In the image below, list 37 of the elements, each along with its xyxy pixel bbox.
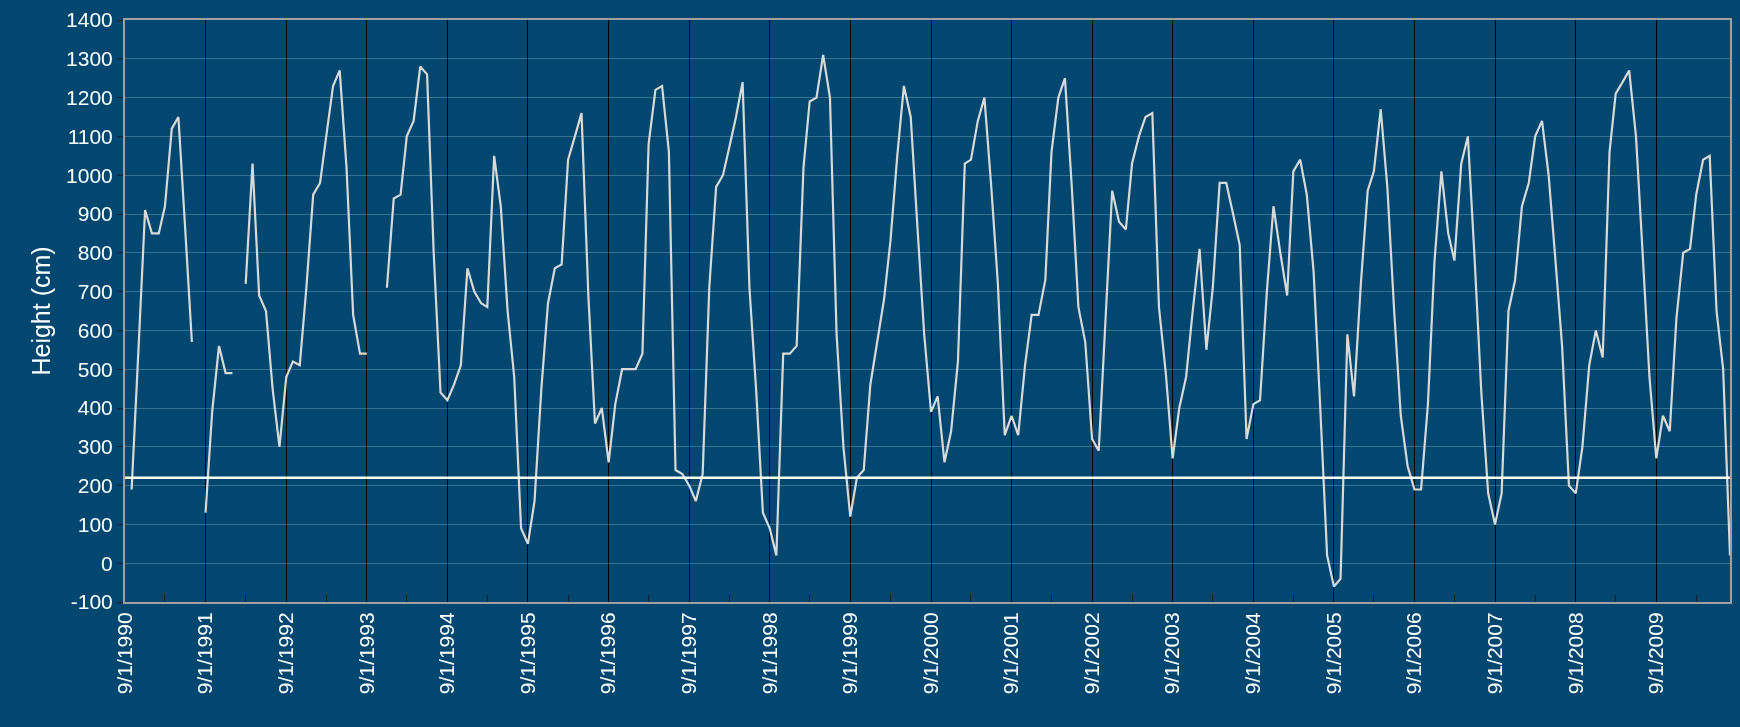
y-tick-label: 600 <box>77 318 113 342</box>
y-tick-label: -100 <box>70 590 113 614</box>
y-tick-label: 500 <box>77 357 113 381</box>
y-tick-label: 200 <box>77 473 113 497</box>
x-tick-label: 9/1/1991 <box>193 612 217 695</box>
x-tick-label: 9/1/2004 <box>1241 612 1265 695</box>
x-tick-label: 9/1/1993 <box>354 612 378 695</box>
x-tick-label: 9/1/2002 <box>1079 612 1103 695</box>
x-tick-label: 9/1/1998 <box>757 612 781 695</box>
y-tick-label: 900 <box>77 202 113 226</box>
x-tick-label: 9/1/1999 <box>838 612 862 695</box>
y-tick-label: 1100 <box>67 124 113 148</box>
y-tick-label: 100 <box>77 512 113 536</box>
x-tick-label: 9/1/2007 <box>1482 612 1506 695</box>
y-tick-label: 800 <box>77 241 113 265</box>
x-tick-label: 9/1/2006 <box>1402 612 1426 695</box>
x-tick-label: 9/1/2001 <box>999 612 1023 695</box>
x-tick-label: 9/1/1990 <box>112 612 136 695</box>
y-tick-label: 0 <box>101 551 113 575</box>
x-tick-label: 9/1/1992 <box>274 612 298 695</box>
x-tick-label: 9/1/1997 <box>677 612 701 695</box>
y-tick-label: 400 <box>77 396 113 420</box>
y-tick-label: 1000 <box>66 163 113 187</box>
x-tick-label: 9/1/2005 <box>1321 612 1345 695</box>
y-axis-title: Height (cm) <box>27 246 56 376</box>
y-tick-label: 1400 <box>66 8 113 32</box>
y-tick-label: 700 <box>77 279 113 303</box>
x-tick-label: 9/1/2000 <box>918 612 942 695</box>
x-tick-label: 9/1/2003 <box>1160 612 1184 695</box>
x-tick-label: 9/1/1994 <box>435 612 459 695</box>
y-tick-label: 1300 <box>66 47 113 71</box>
y-tick-label: 300 <box>77 435 113 459</box>
x-tick-label: 9/1/2008 <box>1563 612 1587 695</box>
x-tick-label: 9/1/2009 <box>1644 612 1668 695</box>
x-tick-label: 9/1/1996 <box>596 612 620 695</box>
y-tick-label: 1200 <box>66 85 113 109</box>
x-tick-label: 9/1/1995 <box>515 612 539 695</box>
